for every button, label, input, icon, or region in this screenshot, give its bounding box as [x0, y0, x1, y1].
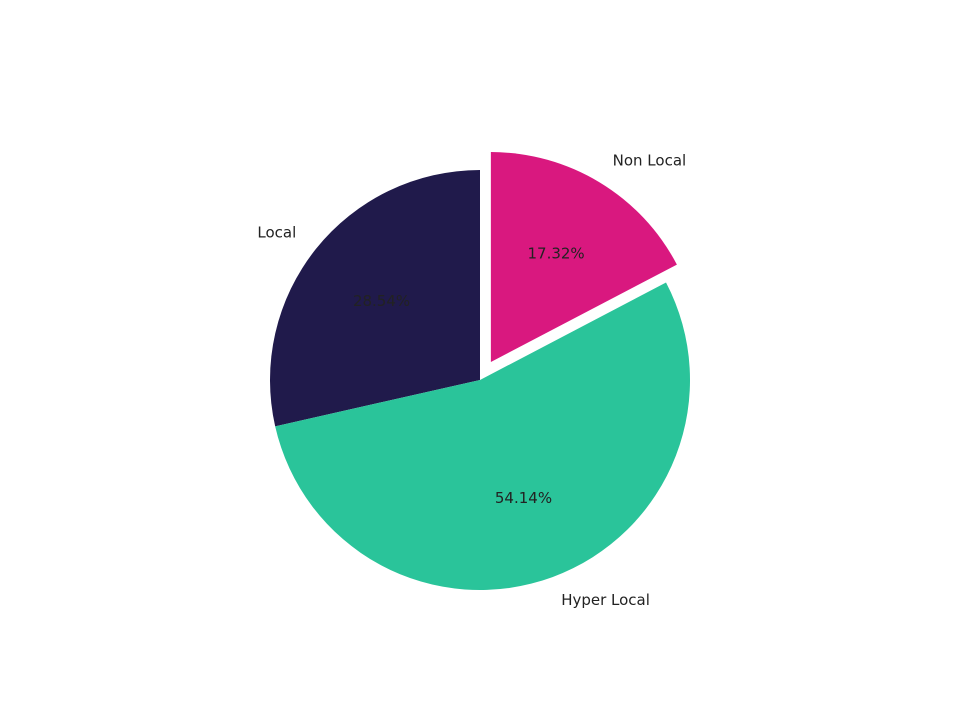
slice-label: Local: [257, 224, 296, 242]
chart-canvas: Local 28.54% Hyper Local 54.14% Non Local 17.…: [0, 0, 960, 720]
slice-pct: 17.32%: [527, 245, 584, 263]
pie-chart: Local 28.54% Hyper Local 54.14% Non Local 17.…: [0, 0, 960, 720]
slice-pct: 54.14%: [495, 489, 552, 507]
slice-label: Non Local: [613, 151, 687, 169]
slice-label: Hyper Local: [561, 591, 650, 609]
slice-pct: 28.54%: [353, 292, 410, 310]
